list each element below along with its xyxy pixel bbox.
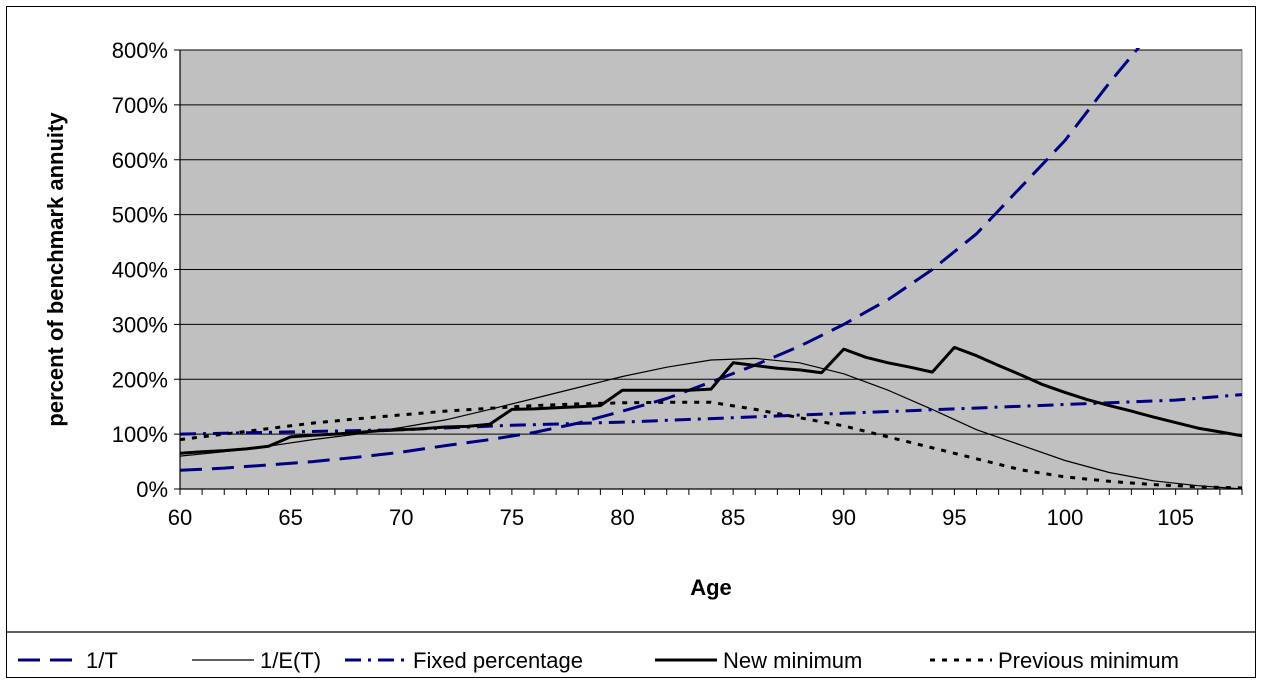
series-line-new-minimum bbox=[180, 345, 1242, 455]
series-line-1-t bbox=[180, 48, 1141, 472]
legend-label: Fixed percentage bbox=[413, 648, 583, 673]
y-axis-title: percent of benchmark annuity bbox=[43, 112, 68, 427]
legend: 1/T 1/E(T) Fixed percentage New minimum Prev… bbox=[6, 631, 1256, 673]
series-line-previous-minimum bbox=[180, 400, 1242, 490]
y-tick-label: 300% bbox=[112, 312, 168, 337]
legend-label: New minimum bbox=[723, 648, 862, 673]
y-tick-label: 400% bbox=[112, 258, 168, 283]
x-tick-label: 80 bbox=[610, 505, 634, 530]
y-tick-label: 600% bbox=[112, 148, 168, 173]
legend-label: 1/T bbox=[86, 648, 118, 673]
x-tick-labels: 60 65 70 75 80 85 90 95 100 105 bbox=[168, 505, 1194, 530]
x-tick-label: 95 bbox=[942, 505, 966, 530]
x-tick-label: 105 bbox=[1157, 505, 1194, 530]
legend-label: Previous minimum bbox=[998, 648, 1179, 673]
x-tick-label: 60 bbox=[168, 505, 192, 530]
x-axis-title: Age bbox=[690, 575, 732, 600]
y-tick-label: 700% bbox=[112, 93, 168, 118]
x-tick-label: 75 bbox=[500, 505, 524, 530]
legend-label: 1/E(T) bbox=[260, 648, 321, 673]
y-tick-labels: 0% 100% 200% 300% 400% 500% 600% 700% 800% bbox=[112, 38, 168, 502]
y-tick-label: 500% bbox=[112, 203, 168, 228]
y-tick-label: 100% bbox=[112, 422, 168, 447]
x-tick-label: 100 bbox=[1047, 505, 1084, 530]
axes bbox=[174, 49, 1243, 495]
x-tick-label: 65 bbox=[278, 505, 302, 530]
y-tick-label: 800% bbox=[112, 38, 168, 63]
x-tick-label: 85 bbox=[721, 505, 745, 530]
gridlines bbox=[180, 49, 1242, 435]
y-tick-label: 200% bbox=[112, 367, 168, 392]
series-line-1-e-t- bbox=[180, 357, 1242, 490]
series-line-fixed-percentage bbox=[180, 393, 1242, 436]
x-tick-label: 90 bbox=[832, 505, 856, 530]
y-tick-label: 0% bbox=[136, 477, 168, 502]
x-tick-label: 70 bbox=[389, 505, 413, 530]
series-lines bbox=[180, 48, 1242, 490]
